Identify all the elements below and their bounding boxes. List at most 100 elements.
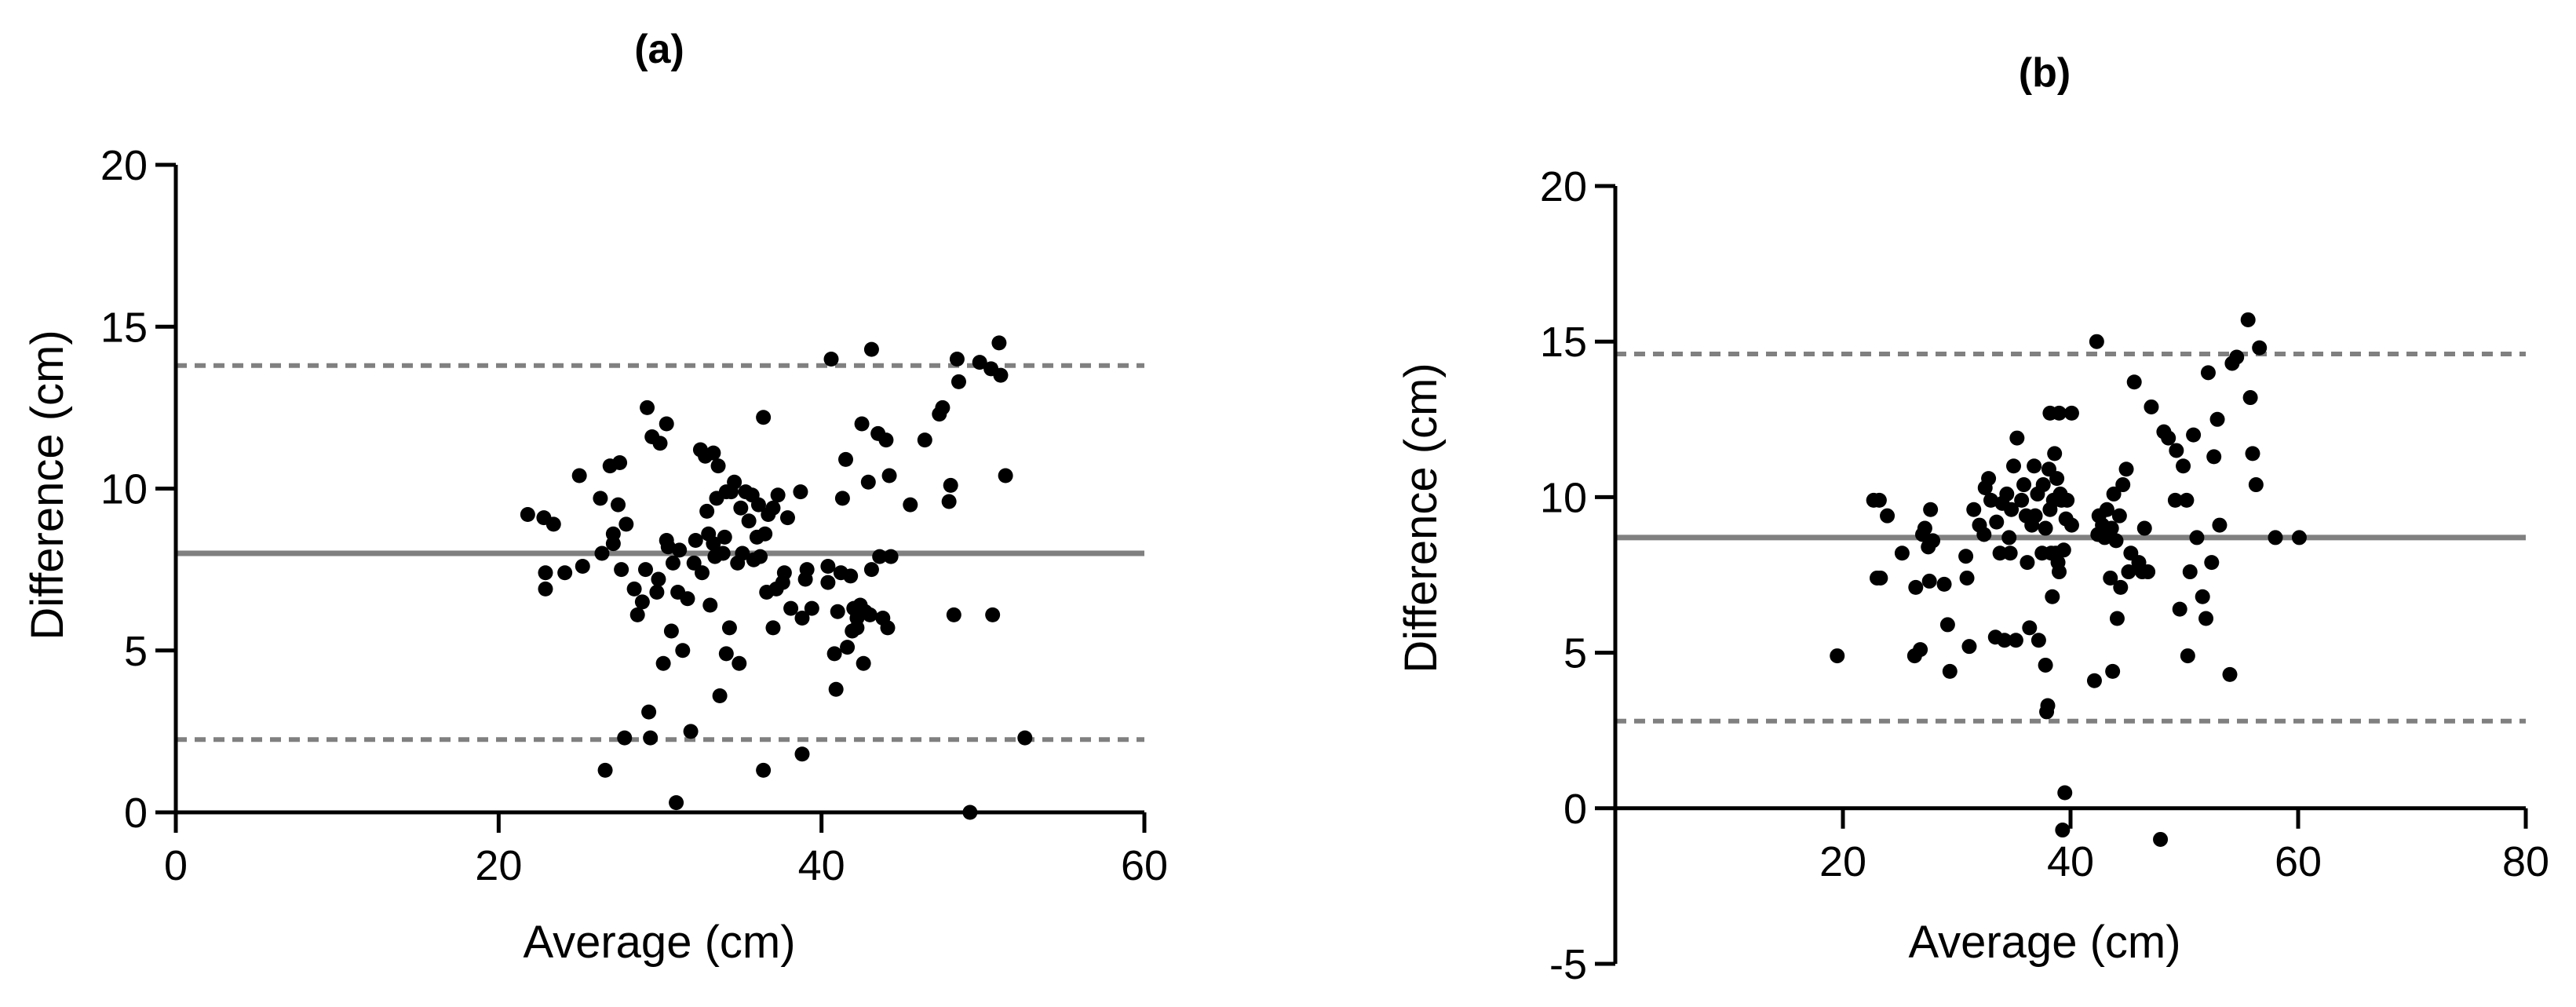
data-point	[849, 620, 865, 636]
x-tick-label: 80	[2502, 838, 2549, 885]
data-point	[715, 545, 731, 561]
data-point	[649, 585, 665, 600]
data-point	[794, 611, 810, 626]
data-point	[2291, 530, 2307, 545]
data-point	[1830, 648, 1845, 664]
data-point	[883, 549, 899, 564]
data-point	[972, 355, 987, 370]
y-tick-label: 5	[124, 628, 148, 675]
x-tick-label: 20	[475, 842, 522, 889]
data-point	[998, 468, 1013, 483]
data-point	[2106, 486, 2122, 502]
data-point	[2038, 520, 2053, 536]
data-point	[2103, 570, 2118, 586]
data-point	[611, 497, 626, 513]
data-point	[652, 436, 668, 451]
data-point	[2020, 555, 2035, 571]
data-point	[962, 805, 978, 820]
data-point	[733, 500, 749, 516]
data-point	[718, 646, 734, 662]
data-point	[2089, 334, 2104, 349]
panel-b: (b) Average (cm) Difference (cm) -5 0 5 10 1…	[1396, 50, 2549, 988]
x-tick-label: 40	[798, 842, 845, 889]
data-point	[2103, 520, 2119, 536]
data-point	[660, 539, 676, 555]
data-point	[2222, 666, 2238, 682]
data-point	[2055, 823, 2071, 838]
y-tick-label: 5	[1563, 630, 1587, 677]
data-point	[629, 607, 645, 622]
data-point	[643, 730, 659, 746]
y-tick-label: 15	[100, 304, 148, 351]
data-point	[2153, 831, 2169, 847]
data-point	[1989, 514, 2005, 530]
data-point	[2198, 611, 2214, 626]
data-point	[991, 335, 1007, 351]
data-point	[1959, 570, 1975, 586]
data-point	[2049, 471, 2065, 487]
data-point	[756, 762, 772, 778]
data-point	[1997, 633, 2012, 648]
data-point	[520, 507, 535, 522]
x-tick-label: 0	[164, 842, 188, 889]
data-point	[756, 410, 772, 425]
data-point	[820, 559, 836, 574]
data-point	[2167, 492, 2183, 508]
data-point	[2035, 477, 2051, 493]
y-tick-label: 20	[1540, 163, 1587, 210]
data-point	[779, 510, 795, 526]
data-point	[985, 607, 1001, 622]
data-point	[1961, 639, 1977, 655]
data-point	[2008, 633, 2023, 648]
data-point	[840, 640, 856, 655]
panel-b-title: (b)	[2019, 50, 2071, 96]
data-point	[593, 491, 608, 506]
data-point	[1992, 545, 2008, 561]
panel-a: (a) Average (cm) Difference (cm) 0 5 10 15 2…	[22, 27, 1168, 968]
data-point	[903, 497, 918, 513]
data-point	[2056, 542, 2071, 558]
x-tick-label: 40	[2047, 838, 2094, 885]
data-point	[712, 688, 728, 703]
data-point	[2052, 564, 2067, 580]
panel-b-y-axis-label: Difference (cm)	[1396, 363, 1447, 673]
data-point	[872, 549, 888, 564]
data-point	[1921, 573, 1937, 589]
data-point	[618, 516, 634, 532]
data-point	[675, 643, 691, 659]
data-point	[1917, 520, 1932, 536]
data-point	[878, 432, 894, 448]
data-point	[2229, 349, 2245, 365]
data-point	[2031, 633, 2046, 648]
data-point	[663, 623, 679, 639]
data-point	[2063, 405, 2079, 421]
data-point	[706, 445, 721, 461]
data-point	[727, 474, 743, 490]
data-point	[2179, 492, 2195, 508]
data-point	[683, 724, 699, 739]
data-point	[856, 655, 871, 671]
data-point	[2038, 657, 2053, 673]
data-point	[2063, 517, 2079, 533]
data-point	[2206, 449, 2222, 465]
data-point	[2268, 530, 2283, 545]
data-point	[2252, 340, 2268, 356]
data-point	[2109, 611, 2125, 626]
data-point	[2176, 458, 2191, 474]
data-point	[917, 432, 932, 448]
y-tick-label: 15	[1540, 319, 1587, 366]
data-point	[2113, 579, 2129, 595]
data-point	[2105, 663, 2121, 679]
data-point	[699, 503, 715, 519]
data-point	[617, 730, 633, 746]
data-point	[860, 474, 876, 490]
data-point	[2002, 545, 2018, 561]
data-point	[1017, 730, 1033, 746]
data-point	[2209, 411, 2225, 427]
data-point	[575, 559, 590, 574]
data-point	[838, 451, 854, 467]
data-point	[2212, 517, 2228, 533]
data-point	[799, 562, 815, 578]
data-point	[950, 374, 966, 389]
data-point	[823, 352, 839, 367]
